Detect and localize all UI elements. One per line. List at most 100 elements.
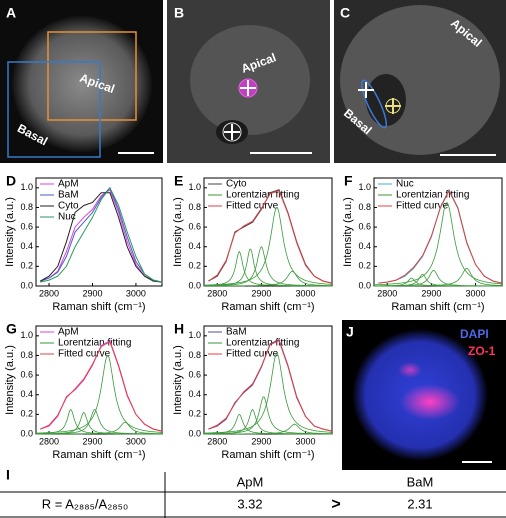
lorentzian-peak — [203, 353, 333, 434]
y-tick-label: 0.6 — [358, 221, 371, 231]
x-axis-label: Raman shift (cm⁻¹) — [52, 301, 145, 313]
x-axis-label: Raman shift (cm⁻¹) — [391, 301, 484, 313]
image-panel-a: A Apical Basal — [0, 0, 163, 163]
y-axis-label: Intensity (a.u.) — [172, 197, 184, 267]
y-tick-label: 1.0 — [358, 182, 371, 192]
y-tick-label: 0.6 — [20, 369, 33, 379]
series-line — [40, 340, 163, 432]
y-axis-label: Intensity (a.u.) — [172, 345, 184, 415]
x-tick-label: 2900 — [251, 288, 271, 298]
panel-label: B — [174, 5, 184, 21]
panel-label: F — [344, 173, 353, 189]
y-tick-label: 0.6 — [20, 221, 33, 231]
y-tick-label: 0.8 — [188, 202, 201, 212]
y-axis-label: Intensity (a.u.) — [342, 197, 354, 267]
chart-panel: E 0.0 0.2 0.4 0.6 0.8 1.0 2800 2900 3000 Raman shi… — [172, 173, 333, 313]
y-tick-label: 0.4 — [188, 241, 201, 251]
x-tick-label: 3000 — [296, 288, 316, 298]
image-panel-c: C Apical Basal — [334, 0, 506, 163]
plot-frame — [35, 177, 163, 287]
y-tick-label: 0.2 — [358, 261, 371, 271]
x-tick-label: 2900 — [251, 436, 271, 446]
plot-frame — [203, 177, 333, 287]
image-panel-j: J DAPI ZO-1 — [342, 320, 506, 470]
y-tick-label: 1.0 — [20, 182, 33, 192]
lorentzian-peak — [204, 248, 332, 287]
y-tick-label: 0.4 — [20, 241, 33, 251]
legend-label: Lorentzian fitting — [396, 190, 469, 201]
legend-label: ApM — [58, 327, 79, 338]
legend-label: Nuc — [58, 212, 76, 223]
legend-label: BaM — [58, 190, 79, 201]
legend-label: Fitted curve — [58, 349, 111, 360]
legend-label: BaM — [226, 327, 247, 338]
lorentzian-peak — [374, 202, 502, 286]
chart-panel: G 0.0 0.2 0.4 0.6 0.8 1.0 2800 2900 3000 Raman shi… — [4, 321, 163, 461]
cell: 2.31 — [407, 496, 432, 511]
panel-label: H — [174, 321, 184, 337]
panel-label: D — [6, 173, 16, 189]
x-tick-label: 2800 — [207, 436, 227, 446]
column-header: ApM — [237, 474, 264, 489]
row-label: R = A₂₈₈₅/A₂₈₅₀ — [42, 496, 129, 511]
lorentzian-peak — [204, 423, 332, 435]
x-tick-label: 3000 — [126, 288, 146, 298]
legend-label: Fitted curve — [396, 201, 449, 212]
chart-panel: H 0.0 0.2 0.4 0.6 0.8 1.0 2800 2900 3000 Raman shi… — [172, 321, 333, 461]
x-axis-label: Raman shift (cm⁻¹) — [52, 449, 145, 461]
panel-label: J — [346, 324, 354, 340]
y-tick-label: 0.0 — [20, 280, 33, 290]
y-tick-label: 0.4 — [20, 389, 33, 399]
y-tick-label: 0.6 — [188, 221, 201, 231]
x-tick-label: 2900 — [82, 288, 102, 298]
column-header: BaM — [407, 474, 434, 489]
y-tick-label: 0.0 — [188, 428, 201, 438]
panel-label: A — [6, 5, 16, 21]
y-axis-label: Intensity (a.u.) — [4, 345, 16, 415]
legend-label: Lorentzian fitting — [58, 338, 131, 349]
comparison: > — [331, 496, 340, 513]
y-tick-label: 0.2 — [188, 261, 201, 271]
panel-label: I — [6, 467, 10, 483]
y-tick-label: 0.6 — [188, 369, 201, 379]
image-panel-b: B Apical — [167, 0, 330, 163]
y-tick-label: 0.0 — [20, 428, 33, 438]
x-tick-label: 2800 — [207, 288, 227, 298]
x-tick-label: 3000 — [466, 288, 486, 298]
legend-label: ApM — [58, 179, 79, 190]
chart-panel: D 0.0 0.2 0.4 0.6 0.8 1.0 2800 2900 3000 Raman shi… — [4, 173, 163, 313]
panel-label: C — [340, 5, 350, 21]
x-tick-label: 2800 — [39, 436, 59, 446]
lorentzian-peak — [36, 421, 162, 435]
y-tick-label: 0.2 — [20, 261, 33, 271]
legend-label: Fitted curve — [226, 349, 279, 360]
annotation: DAPI — [460, 327, 489, 341]
legend-label: Lorentzian fitting — [226, 338, 299, 349]
series-line — [208, 190, 333, 284]
lorentzian-peak — [203, 250, 332, 287]
cell: 3.32 — [237, 496, 262, 511]
y-tick-label: 0.0 — [358, 280, 371, 290]
lorentzian-peak — [204, 207, 332, 286]
y-tick-label: 0.8 — [20, 350, 33, 360]
panel-label: G — [6, 321, 17, 337]
y-tick-label: 0.4 — [358, 241, 371, 251]
legend-label: Cyto — [58, 201, 79, 212]
series-line — [40, 192, 163, 283]
x-tick-label: 2800 — [377, 288, 397, 298]
lorentzian-peak — [374, 267, 503, 287]
y-tick-label: 0.8 — [358, 202, 371, 212]
y-tick-label: 0.8 — [188, 350, 201, 360]
plot-frame — [203, 325, 333, 435]
y-tick-label: 0.0 — [188, 280, 201, 290]
y-tick-label: 1.0 — [188, 330, 201, 340]
x-tick-label: 2900 — [421, 288, 441, 298]
lorentzian-peak — [36, 355, 162, 434]
x-tick-label: 3000 — [126, 436, 146, 446]
x-tick-label: 2900 — [82, 436, 102, 446]
series-line — [378, 189, 503, 284]
annotation: ZO-1 — [468, 344, 496, 358]
lorentzian-peak — [204, 396, 332, 435]
legend-label: Fitted curve — [226, 201, 279, 212]
